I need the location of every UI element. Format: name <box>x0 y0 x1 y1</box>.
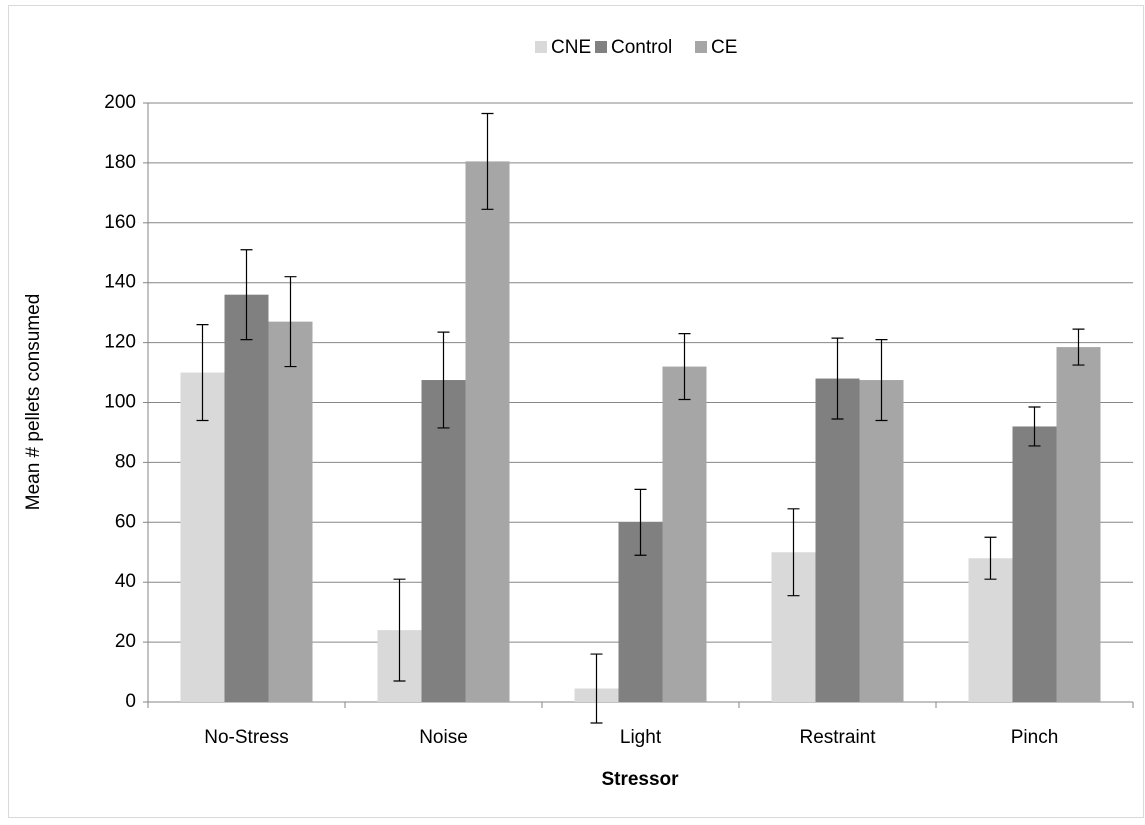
error-bar <box>634 488 647 556</box>
y-tick-label: 120 <box>104 332 136 353</box>
error-bar <box>1028 406 1041 447</box>
legend-label: CNE <box>551 37 591 58</box>
bar <box>180 372 225 702</box>
y-tick-label: 40 <box>115 571 136 592</box>
y-tick-label: 200 <box>104 92 136 113</box>
x-tick-label: Noise <box>419 727 468 748</box>
error-bar <box>984 536 997 580</box>
bar <box>968 558 1013 702</box>
bar <box>859 380 904 702</box>
y-tick-label: 160 <box>104 212 136 233</box>
bar <box>421 380 466 702</box>
x-tick-label: Restraint <box>799 727 876 748</box>
x-axis-title: Stressor <box>601 769 679 790</box>
legend-label: CE <box>711 37 737 58</box>
bar <box>268 321 313 702</box>
bar <box>815 378 860 702</box>
y-tick-label: 0 <box>125 691 136 712</box>
error-bar <box>590 653 603 724</box>
error-bar <box>481 112 494 210</box>
legend-swatch <box>595 41 607 53</box>
y-tick-label: 180 <box>104 152 136 173</box>
legend-swatch <box>535 41 547 53</box>
y-tick-label: 140 <box>104 272 136 293</box>
legend-swatch <box>695 41 707 53</box>
y-tick-label: 20 <box>115 631 136 652</box>
error-bar <box>437 331 450 429</box>
legend-label: Control <box>611 37 672 58</box>
error-bar <box>240 249 253 341</box>
bar <box>465 161 510 703</box>
x-tick-label: No-Stress <box>204 727 288 748</box>
error-bar <box>284 276 297 368</box>
x-tick-label: Pinch <box>1011 727 1059 748</box>
error-bar <box>787 508 800 597</box>
error-bar <box>1072 328 1085 366</box>
y-tick-label: 60 <box>115 511 136 532</box>
error-bar <box>875 339 888 422</box>
y-tick-label: 100 <box>104 392 136 413</box>
error-bar <box>393 578 406 682</box>
x-tick-label: Light <box>620 727 662 748</box>
bar <box>1056 347 1101 702</box>
y-tick-label: 80 <box>115 451 136 472</box>
error-bar <box>831 337 844 420</box>
y-axis-title: Mean # pellets consumed <box>23 294 44 511</box>
error-bar <box>196 324 209 422</box>
bar <box>662 366 707 702</box>
error-bar <box>678 333 691 401</box>
bar <box>224 294 269 702</box>
bar <box>1012 426 1057 702</box>
